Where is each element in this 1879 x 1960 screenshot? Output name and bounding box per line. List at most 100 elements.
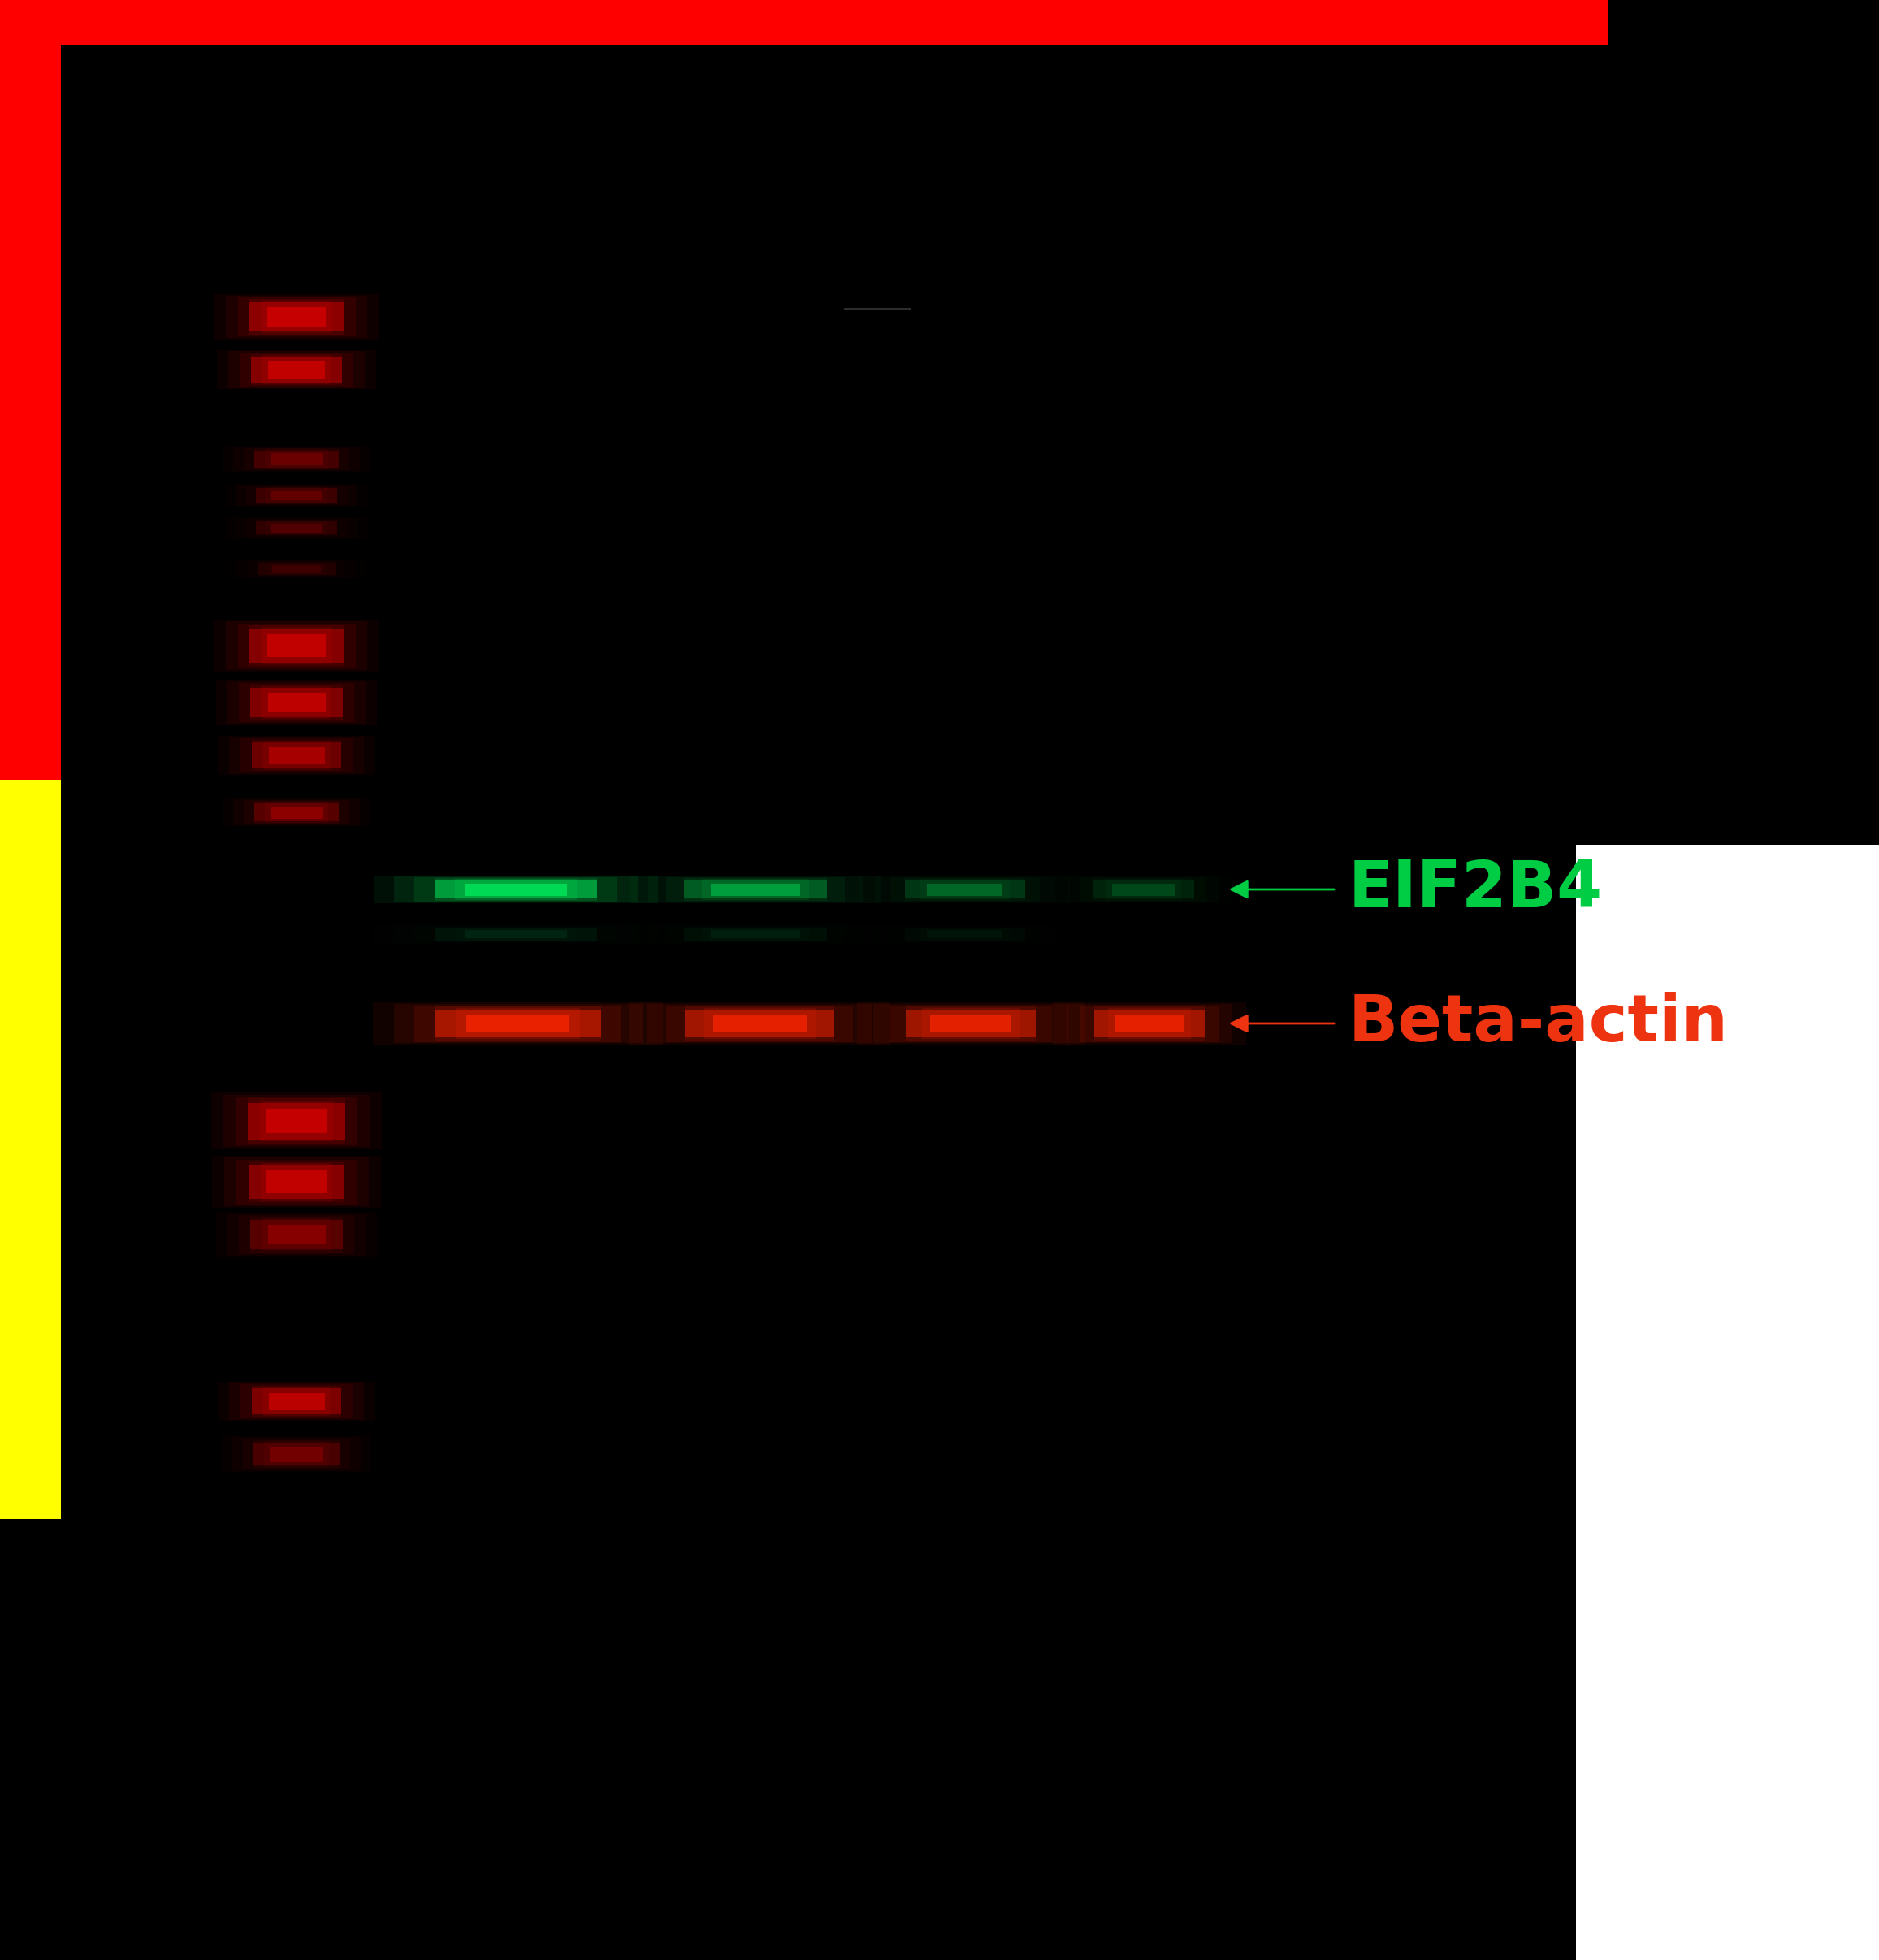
Bar: [254, 802, 338, 823]
Bar: [710, 931, 800, 939]
Bar: [904, 927, 1024, 941]
Bar: [254, 1441, 340, 1468]
Bar: [267, 1225, 325, 1245]
Bar: [256, 488, 336, 504]
Bar: [233, 800, 361, 825]
Bar: [434, 878, 598, 902]
Bar: [214, 619, 380, 672]
Bar: [466, 884, 567, 896]
Bar: [237, 623, 355, 668]
Bar: [889, 925, 1039, 943]
Bar: [684, 927, 827, 941]
Bar: [248, 561, 346, 576]
Bar: [923, 1007, 1020, 1039]
Bar: [1576, 845, 1879, 1960]
Bar: [667, 925, 846, 943]
Bar: [436, 1007, 601, 1041]
Bar: [267, 1170, 327, 1194]
Bar: [267, 488, 327, 504]
Bar: [859, 876, 1069, 904]
Bar: [926, 884, 1002, 896]
Bar: [271, 806, 323, 819]
Bar: [272, 564, 321, 572]
Bar: [712, 1015, 806, 1033]
Bar: [212, 1156, 381, 1207]
Bar: [261, 300, 333, 333]
Bar: [629, 925, 881, 943]
Bar: [244, 447, 349, 470]
Bar: [235, 517, 357, 537]
Bar: [1094, 878, 1193, 902]
Bar: [237, 1160, 357, 1203]
Bar: [684, 1007, 834, 1041]
Bar: [227, 682, 366, 723]
Bar: [930, 1015, 1011, 1033]
Bar: [372, 1002, 663, 1045]
Bar: [233, 447, 361, 470]
Bar: [216, 680, 378, 725]
Bar: [222, 1437, 372, 1472]
Bar: [684, 878, 827, 902]
Bar: [263, 741, 331, 770]
Bar: [254, 1443, 340, 1466]
Bar: [250, 684, 342, 721]
Bar: [271, 523, 321, 533]
Bar: [374, 925, 658, 943]
Bar: [252, 743, 342, 768]
Bar: [222, 798, 370, 827]
Bar: [229, 1382, 365, 1419]
Bar: [629, 1002, 891, 1045]
Bar: [919, 880, 1009, 900]
Bar: [239, 1215, 353, 1254]
Bar: [218, 1382, 376, 1421]
Bar: [250, 625, 344, 666]
Bar: [252, 355, 342, 386]
Bar: [250, 629, 344, 662]
Bar: [246, 486, 348, 506]
Bar: [667, 878, 846, 902]
Bar: [648, 876, 862, 904]
Bar: [267, 563, 325, 576]
Bar: [261, 1219, 331, 1250]
Bar: [874, 876, 1054, 904]
Bar: [1094, 1009, 1204, 1037]
Bar: [0, 0, 60, 1519]
Bar: [257, 563, 336, 574]
Bar: [1067, 876, 1219, 904]
Bar: [265, 802, 329, 823]
Bar: [248, 1103, 346, 1139]
Bar: [225, 621, 366, 670]
Bar: [710, 884, 800, 896]
Bar: [874, 925, 1054, 943]
Bar: [271, 1446, 323, 1462]
Bar: [684, 880, 827, 898]
Bar: [857, 1002, 1084, 1045]
Bar: [248, 1098, 346, 1143]
Bar: [265, 1441, 329, 1466]
Bar: [466, 931, 567, 939]
Bar: [919, 927, 1009, 941]
Bar: [434, 880, 598, 898]
Bar: [210, 1092, 381, 1149]
Bar: [241, 739, 353, 772]
Bar: [271, 490, 321, 500]
Bar: [703, 880, 810, 900]
Bar: [859, 925, 1069, 943]
Bar: [235, 484, 357, 506]
Bar: [254, 449, 338, 468]
Bar: [263, 355, 331, 384]
Bar: [904, 878, 1024, 902]
Bar: [216, 1211, 378, 1256]
Bar: [248, 1164, 344, 1200]
Bar: [235, 1096, 357, 1145]
Bar: [241, 353, 353, 386]
Bar: [248, 1160, 344, 1201]
Bar: [1114, 1015, 1184, 1033]
Bar: [237, 298, 355, 337]
Bar: [229, 737, 365, 774]
Bar: [267, 521, 327, 535]
Bar: [1080, 1005, 1219, 1041]
Bar: [225, 484, 368, 508]
Bar: [1109, 1007, 1191, 1039]
Bar: [889, 878, 1039, 902]
